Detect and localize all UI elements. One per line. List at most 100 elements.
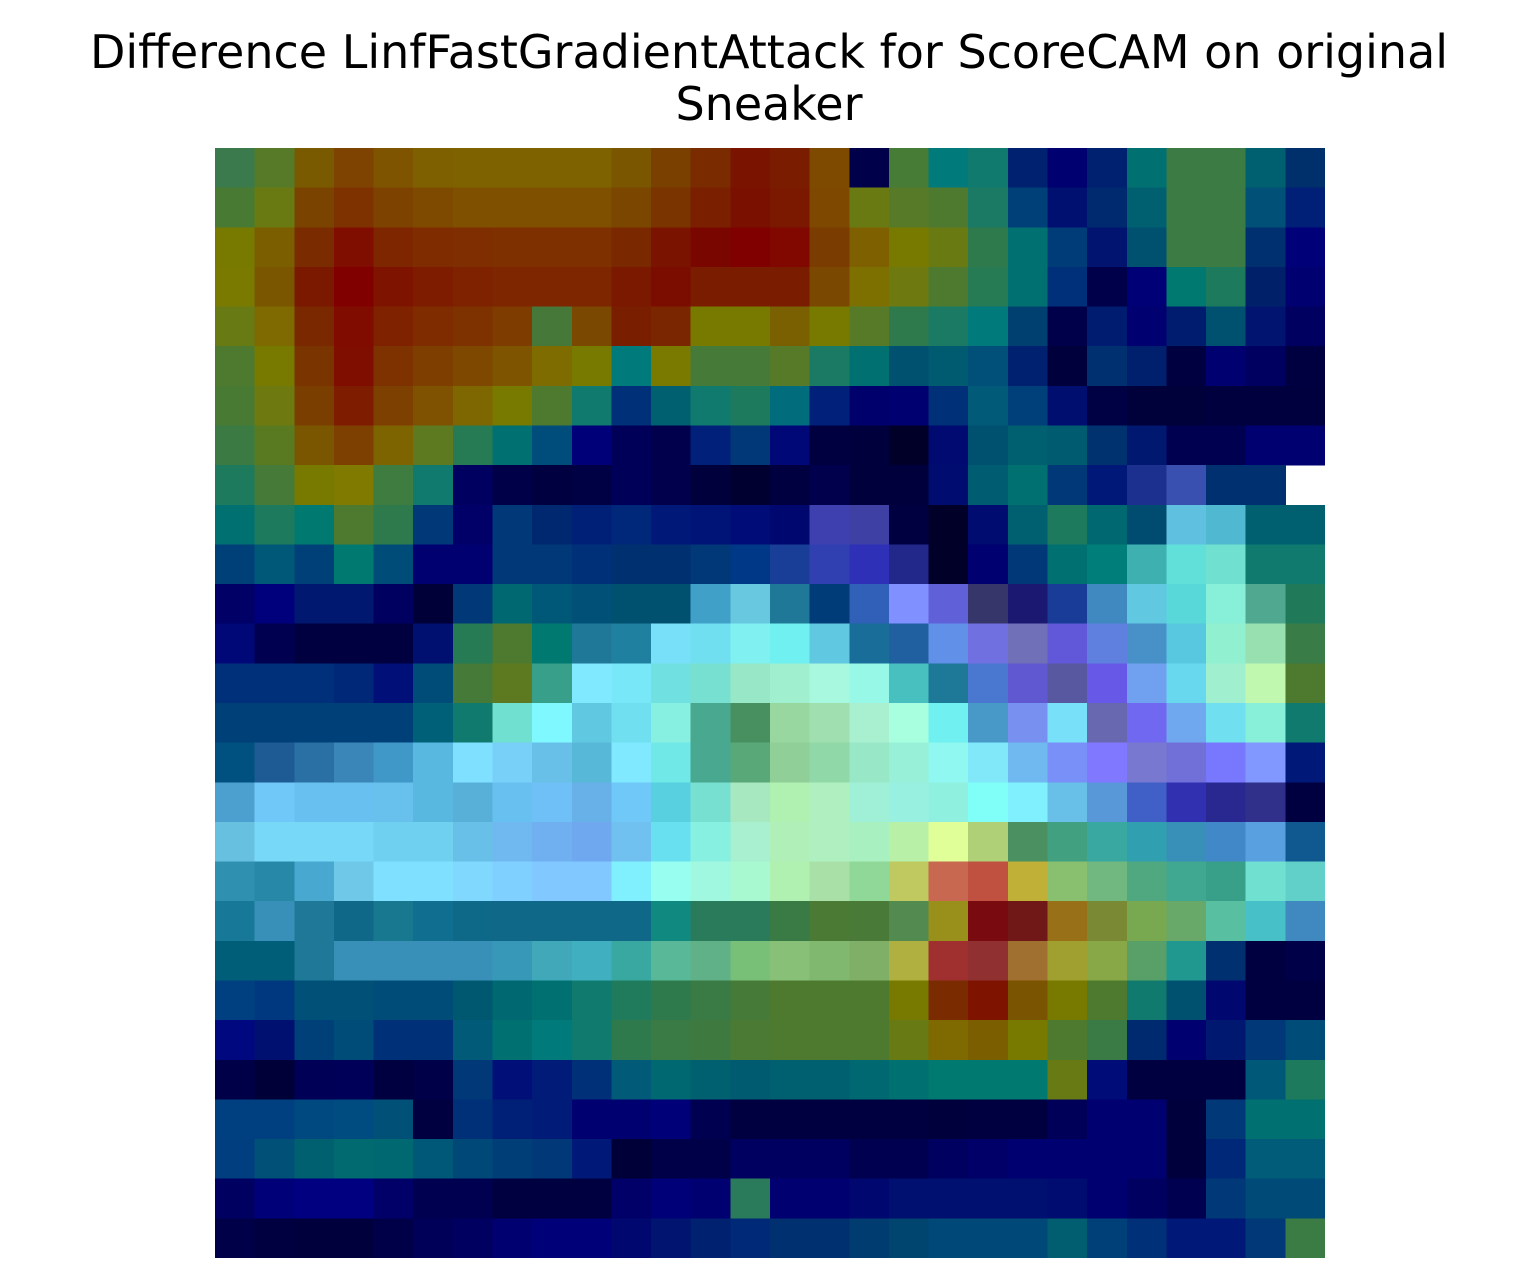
heatmap-cell-r20-c11 [651, 940, 692, 982]
heatmap-cell-r6-c8 [532, 385, 573, 427]
heatmap-cell-r9-c0 [215, 504, 256, 546]
heatmap-cell-r20-c2 [294, 940, 335, 982]
heatmap-cell-r13-c20 [1007, 663, 1049, 704]
heatmap-cell-r5-c20 [1007, 346, 1049, 387]
heatmap-cell-r6-c19 [968, 385, 1009, 427]
heatmap-cell-r21-c12 [690, 980, 731, 1021]
heatmap-cell-r3-c6 [452, 266, 494, 308]
heatmap-cell-r26-c21 [1047, 1178, 1088, 1219]
heatmap-cell-r27-c14 [770, 1218, 811, 1258]
heatmap-cell-r12-c1 [254, 623, 295, 664]
heatmap-cell-r22-c14 [770, 1020, 811, 1061]
heatmap-cell-r14-c20 [1007, 703, 1049, 744]
heatmap-cell-r18-c23 [1126, 861, 1168, 902]
heatmap-cell-r23-c25 [1206, 1059, 1247, 1101]
heatmap-cell-r2-c9 [571, 227, 613, 268]
heatmap-cell-r7-c0 [215, 425, 256, 466]
heatmap-cell-r10-c18 [928, 544, 969, 585]
heatmap-cell-r20-c21 [1047, 940, 1088, 982]
heatmap-cell-r25-c12 [690, 1139, 731, 1180]
heatmap-cell-r4-c18 [928, 306, 969, 347]
heatmap-cell-r21-c15 [809, 980, 850, 1021]
heatmap-cell-r15-c8 [532, 742, 573, 783]
heatmap-cell-r2-c27 [1285, 227, 1325, 268]
heatmap-cell-r0-c3 [333, 148, 375, 189]
heatmap-cell-r23-c26 [1245, 1059, 1286, 1101]
heatmap-cell-r17-c18 [928, 821, 969, 863]
heatmap-cell-r11-c14 [770, 584, 811, 625]
heatmap-cell-r2-c25 [1206, 227, 1247, 268]
heatmap-cell-r1-c3 [333, 187, 375, 228]
heatmap-cell-r3-c17 [888, 266, 930, 308]
heatmap-cell-r11-c27 [1285, 584, 1325, 625]
heatmap-cell-r4-c19 [968, 306, 1009, 347]
heatmap-cell-r25-c9 [571, 1139, 613, 1180]
heatmap-cell-r14-c27 [1285, 703, 1325, 744]
heatmap-cell-r6-c21 [1047, 385, 1088, 427]
heatmap-cell-r18-c21 [1047, 861, 1088, 902]
heatmap-cell-r6-c17 [888, 385, 930, 427]
heatmap-cell-r25-c5 [413, 1139, 454, 1180]
heatmap-cell-r10-c14 [770, 544, 811, 585]
heatmap-cell-r22-c13 [730, 1020, 771, 1061]
heatmap-cell-r12-c7 [492, 623, 533, 664]
heatmap-cell-r21-c6 [452, 980, 494, 1021]
heatmap-cell-r20-c6 [452, 940, 494, 982]
heatmap-cell-r23-c4 [373, 1059, 414, 1101]
heatmap-cell-r4-c10 [611, 306, 652, 347]
heatmap-cell-r1-c12 [690, 187, 731, 228]
heatmap-cell-r26-c5 [413, 1178, 454, 1219]
heatmap-cell-r8-c16 [849, 465, 890, 506]
heatmap-cell-r7-c2 [294, 425, 335, 466]
heatmap-cell-r13-c26 [1245, 663, 1286, 704]
heatmap-cell-r8-c22 [1087, 465, 1128, 506]
heatmap-cell-r17-c8 [532, 821, 573, 863]
heatmap-cell-r21-c20 [1007, 980, 1049, 1021]
heatmap-cell-r6-c7 [492, 385, 533, 427]
heatmap-cell-r23-c27 [1285, 1059, 1325, 1101]
heatmap-cell-r14-c9 [571, 703, 613, 744]
heatmap-cell-r19-c12 [690, 901, 731, 942]
heatmap-cell-r6-c2 [294, 385, 335, 427]
heatmap-cell-r19-c4 [373, 901, 414, 942]
heatmap-cell-r7-c10 [611, 425, 652, 466]
heatmap-cell-r10-c2 [294, 544, 335, 585]
heatmap-cell-r16-c26 [1245, 782, 1286, 823]
heatmap-cell-r26-c26 [1245, 1178, 1286, 1219]
heatmap-cell-r0-c11 [651, 148, 692, 189]
heatmap-cell-r16-c12 [690, 782, 731, 823]
heatmap-cell-r22-c6 [452, 1020, 494, 1061]
heatmap-cell-r20-c26 [1245, 940, 1286, 982]
heatmap-cell-r17-c14 [770, 821, 811, 863]
heatmap-cell-r16-c19 [968, 782, 1009, 823]
heatmap-cell-r13-c27 [1285, 663, 1325, 704]
heatmap-cell-r15-c24 [1166, 742, 1207, 783]
heatmap-cell-r17-c9 [571, 821, 613, 863]
heatmap-cell-r2-c14 [770, 227, 811, 268]
heatmap-cell-r9-c1 [254, 504, 295, 546]
heatmap-cell-r11-c11 [651, 584, 692, 625]
heatmap-cell-r14-c2 [294, 703, 335, 744]
heatmap-cell-r24-c19 [968, 1099, 1009, 1140]
heatmap-cell-r25-c10 [611, 1139, 652, 1180]
heatmap-cell-r7-c23 [1126, 425, 1168, 466]
heatmap-cell-r25-c21 [1047, 1139, 1088, 1180]
heatmap-cell-r17-c12 [690, 821, 731, 863]
heatmap-cell-r12-c13 [730, 623, 771, 664]
heatmap-cell-r10-c9 [571, 544, 613, 585]
heatmap-cell-r2-c24 [1166, 227, 1207, 268]
heatmap-cell-r9-c11 [651, 504, 692, 546]
heatmap-cell-r27-c26 [1245, 1218, 1286, 1258]
heatmap-cell-r17-c7 [492, 821, 533, 863]
heatmap-cell-r23-c13 [730, 1059, 771, 1101]
heatmap-cell-r7-c8 [532, 425, 573, 466]
heatmap-cell-r12-c6 [452, 623, 494, 664]
heatmap-cell-r12-c5 [413, 623, 454, 664]
heatmap-cell-r4-c17 [888, 306, 930, 347]
heatmap-cell-r13-c12 [690, 663, 731, 704]
heatmap-cell-r4-c0 [215, 306, 256, 347]
heatmap-cell-r3-c11 [651, 266, 692, 308]
heatmap-cell-r16-c1 [254, 782, 295, 823]
heatmap-cell-r3-c0 [215, 266, 256, 308]
heatmap-cell-r25-c16 [849, 1139, 890, 1180]
